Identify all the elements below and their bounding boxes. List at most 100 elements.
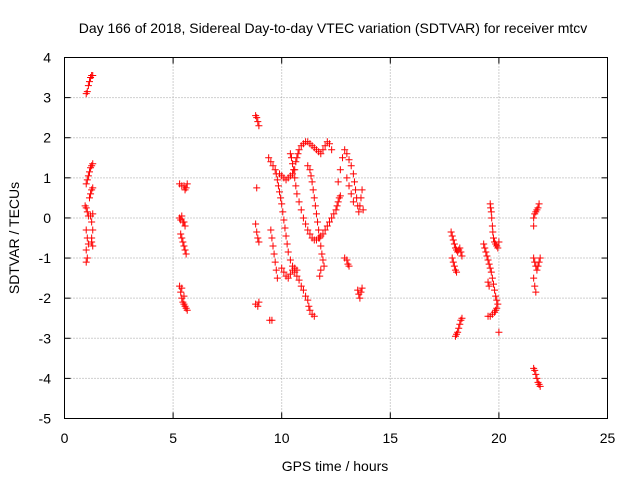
data-point-marker <box>349 170 357 178</box>
series-arc-6 <box>304 162 328 280</box>
data-point-marker <box>493 296 501 304</box>
series-arc-12 <box>480 240 502 320</box>
y-tick-label: -1 <box>39 250 52 266</box>
data-point-marker <box>533 266 541 274</box>
data-point-marker <box>283 240 291 248</box>
data-point-marker <box>88 238 96 246</box>
data-point-marker <box>316 234 324 242</box>
data-point-marker <box>89 160 97 168</box>
data-point-marker <box>255 298 263 306</box>
axis-ticks <box>64 57 608 419</box>
data-point-marker <box>294 150 302 158</box>
data-point-marker <box>534 204 542 212</box>
data-point-marker <box>253 114 261 122</box>
data-point-marker <box>306 166 314 174</box>
data-point-marker <box>486 264 494 272</box>
data-point-marker <box>273 176 281 184</box>
data-point-marker <box>448 254 456 262</box>
data-point-marker <box>333 202 341 210</box>
data-point-marker <box>272 266 280 274</box>
x-tick-labels: 0 5 10 15 20 25 <box>61 430 616 446</box>
data-point-marker <box>349 198 357 206</box>
data-point-marker <box>454 328 462 336</box>
data-point-marker <box>89 184 97 192</box>
data-point-marker <box>484 312 492 320</box>
data-point-marker <box>484 256 492 264</box>
data-point-marker <box>284 274 292 282</box>
y-axis-label: SDTVAR / TECUs <box>6 182 22 294</box>
data-point-marker <box>531 366 539 374</box>
data-point-marker <box>347 190 355 198</box>
data-point-marker <box>358 284 366 292</box>
data-point-marker <box>280 216 288 224</box>
data-point-marker <box>315 226 323 234</box>
series-arc-1a <box>82 72 97 98</box>
data-point-marker <box>299 214 307 222</box>
data-point-marker <box>289 170 297 178</box>
data-point-marker <box>489 234 497 242</box>
data-point-marker <box>448 232 456 240</box>
series-arc-8 <box>334 146 367 216</box>
series-arc-2c <box>176 282 191 314</box>
data-point-marker <box>312 210 320 218</box>
series-arc-15 <box>530 364 544 390</box>
data-point-marker <box>350 178 358 186</box>
data-point-marker <box>88 218 96 226</box>
series-arc-3c <box>266 226 281 324</box>
x-tick-label: 20 <box>491 430 507 446</box>
data-point-marker <box>180 242 188 250</box>
data-point-marker <box>255 238 263 246</box>
data-point-marker <box>290 166 298 174</box>
data-point-marker <box>325 218 333 226</box>
data-point-marker <box>488 274 496 282</box>
data-point-marker <box>345 262 353 270</box>
x-tick-label: 5 <box>169 430 177 446</box>
data-point-marker <box>450 262 458 270</box>
data-point-marker <box>488 222 496 230</box>
data-point-marker <box>278 200 286 208</box>
data-point-marker <box>267 226 275 234</box>
data-point-marker <box>449 258 457 266</box>
x-axis-label: GPS time / hours <box>282 458 389 474</box>
grid-lines <box>64 57 608 419</box>
data-point-marker <box>293 266 301 274</box>
data-point-marker <box>307 172 315 180</box>
y-tick-label: -2 <box>39 290 52 306</box>
data-point-marker <box>286 150 294 158</box>
data-point-marker <box>482 248 490 256</box>
data-point-marker <box>82 180 90 188</box>
data-point-marker <box>89 226 97 234</box>
data-point-marker <box>286 256 294 264</box>
data-point-marker <box>83 208 91 216</box>
data-point-marker <box>488 214 496 222</box>
data-point-marker <box>267 158 275 166</box>
data-point-marker <box>345 182 353 190</box>
data-point-marker <box>292 182 300 190</box>
data-point-marker <box>321 226 329 234</box>
data-point-marker <box>82 246 90 254</box>
data-point-marker <box>458 252 466 260</box>
data-point-marker <box>293 272 301 280</box>
data-point-marker <box>480 240 488 248</box>
series-arc-13 <box>484 200 503 336</box>
data-point-marker <box>533 374 541 382</box>
data-point-marker <box>85 194 93 202</box>
series-arc-1b <box>82 160 97 188</box>
data-point-marker <box>306 306 314 314</box>
chart-title: Day 166 of 2018, Sidereal Day-to-day VTE… <box>79 20 588 36</box>
data-point-marker <box>82 258 90 266</box>
data-point-marker <box>449 236 457 244</box>
data-point-marker <box>317 242 325 250</box>
data-point-marker <box>276 188 284 196</box>
data-point-marker <box>531 282 539 290</box>
data-point-marker <box>85 78 93 86</box>
data-point-marker <box>328 146 336 154</box>
data-point-marker <box>265 154 273 162</box>
x-tick-label: 0 <box>61 430 69 446</box>
y-tick-label: 1 <box>43 170 51 186</box>
data-point-marker <box>317 150 325 158</box>
data-point-marker <box>89 210 97 218</box>
data-point-marker <box>318 250 326 258</box>
y-tick-label: 4 <box>43 50 51 66</box>
data-point-marker <box>495 238 503 246</box>
